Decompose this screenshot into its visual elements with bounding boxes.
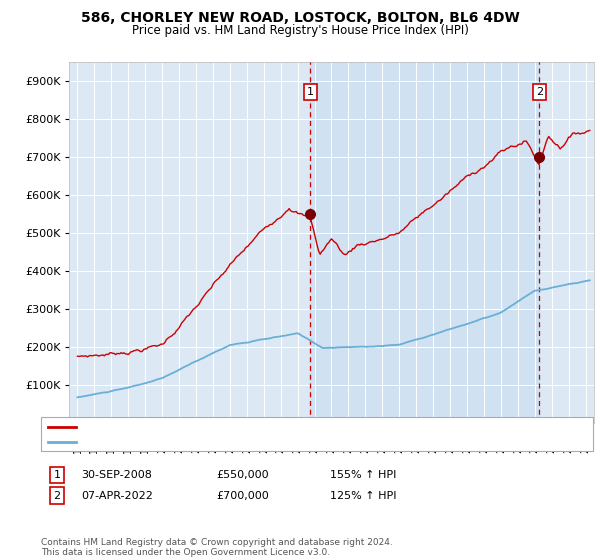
Text: 1: 1 [53, 470, 61, 480]
Text: 07-APR-2022: 07-APR-2022 [81, 491, 153, 501]
Text: 30-SEP-2008: 30-SEP-2008 [81, 470, 152, 480]
Text: 155% ↑ HPI: 155% ↑ HPI [330, 470, 397, 480]
Text: HPI: Average price, detached house, Bolton: HPI: Average price, detached house, Bolt… [80, 437, 322, 447]
Text: 1: 1 [307, 87, 314, 97]
Text: 2: 2 [536, 87, 543, 97]
Text: 125% ↑ HPI: 125% ↑ HPI [330, 491, 397, 501]
Text: 586, CHORLEY NEW ROAD, LOSTOCK, BOLTON, BL6 4DW: 586, CHORLEY NEW ROAD, LOSTOCK, BOLTON, … [80, 11, 520, 25]
Text: £700,000: £700,000 [216, 491, 269, 501]
Text: 2: 2 [53, 491, 61, 501]
Text: Contains HM Land Registry data © Crown copyright and database right 2024.
This d: Contains HM Land Registry data © Crown c… [41, 538, 392, 557]
Bar [310, 62, 539, 423]
Text: £550,000: £550,000 [216, 470, 269, 480]
Text: Price paid vs. HM Land Registry's House Price Index (HPI): Price paid vs. HM Land Registry's House … [131, 24, 469, 37]
Text: 586, CHORLEY NEW ROAD, LOSTOCK, BOLTON, BL6 4DW (detached house): 586, CHORLEY NEW ROAD, LOSTOCK, BOLTON, … [80, 422, 497, 432]
